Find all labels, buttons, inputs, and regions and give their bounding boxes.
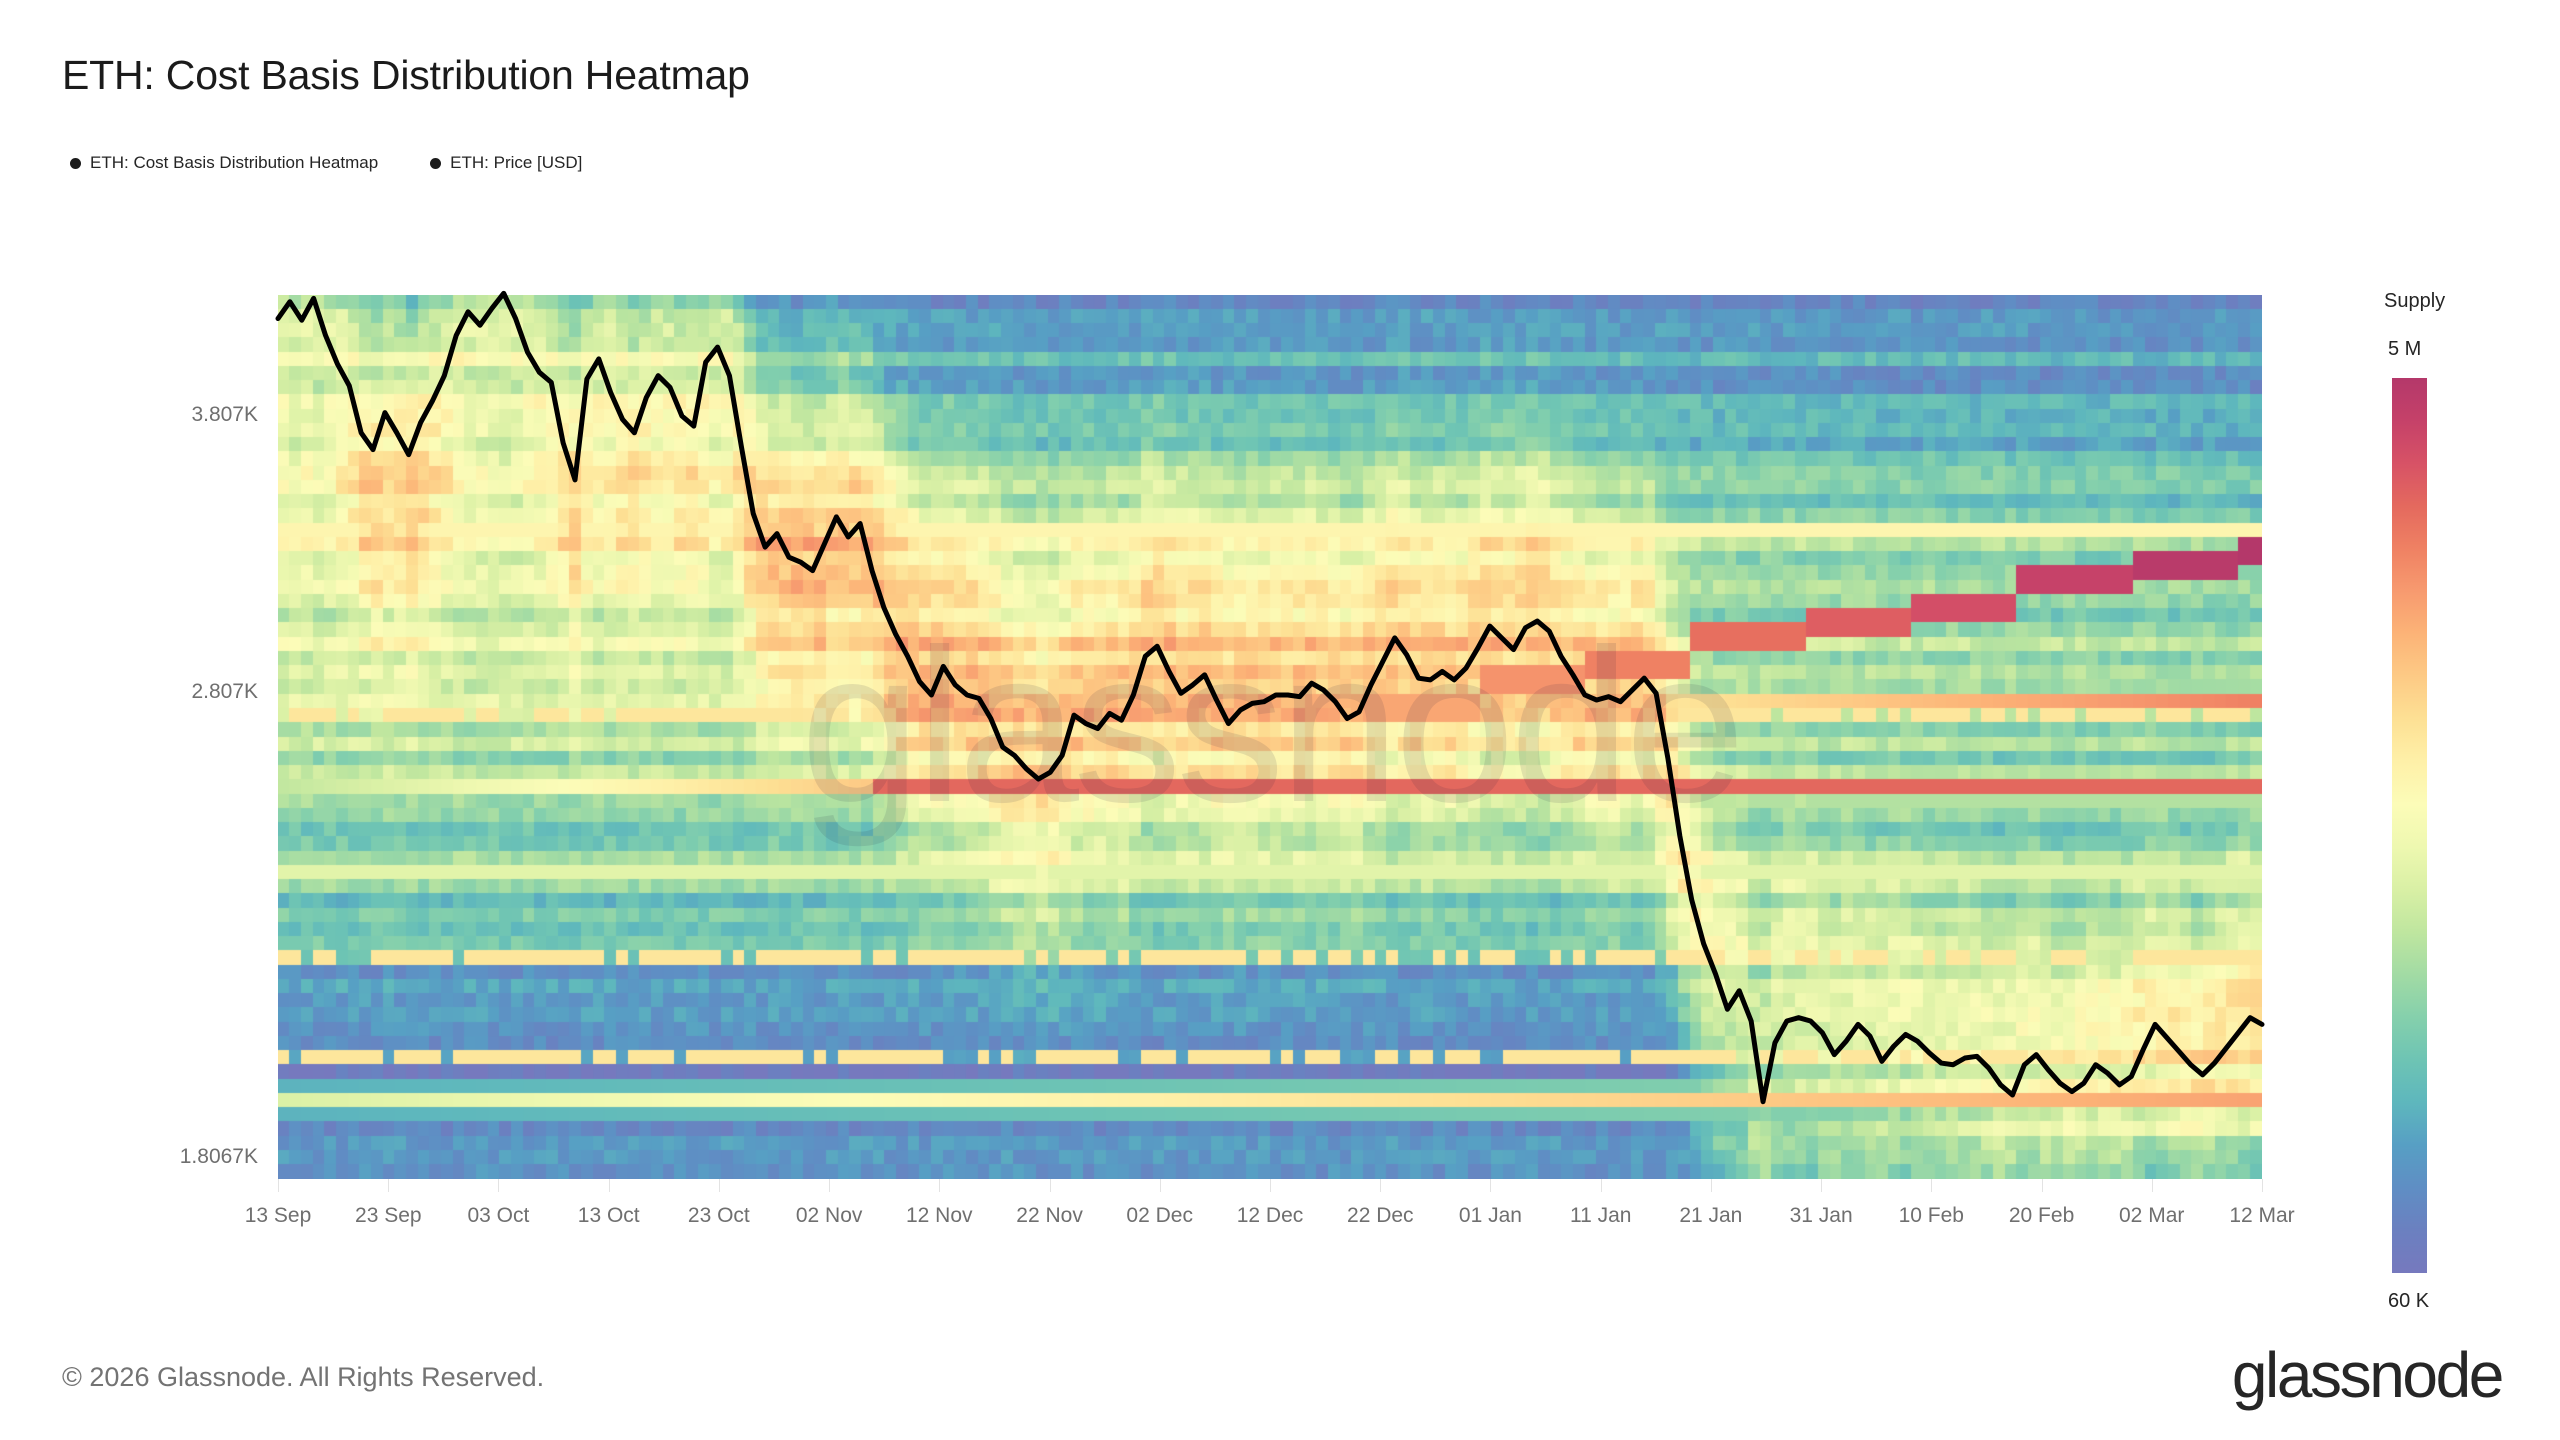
x-tick-mark xyxy=(1490,1179,1492,1192)
x-tick-label: 13 Sep xyxy=(244,1204,312,1227)
y-tick-label: 3.807K xyxy=(191,402,258,426)
circle-icon xyxy=(70,157,81,169)
x-tick-label: 10 Feb xyxy=(1898,1204,1964,1227)
x-tick-mark xyxy=(1931,1179,1933,1192)
x-tick-mark xyxy=(718,1179,720,1192)
colorbar-min-label: 60 K xyxy=(2388,1290,2430,1312)
x-tick-mark xyxy=(1600,1179,1602,1192)
legend-item-label: ETH: Cost Basis Distribution Heatmap xyxy=(90,153,379,172)
x-tick-label: 12 Nov xyxy=(905,1204,973,1227)
legend-item-label: ETH: Price [USD] xyxy=(450,153,583,172)
x-tick-label: 02 Nov xyxy=(795,1204,863,1227)
x-tick-label: 31 Jan xyxy=(1789,1204,1853,1227)
x-tick-label: 11 Jan xyxy=(1569,1204,1632,1227)
page-title: ETH: Cost Basis Distribution Heatmap xyxy=(62,52,750,98)
x-tick-label: 01 Jan xyxy=(1458,1204,1522,1227)
price-line-path xyxy=(278,293,2262,1101)
x-tick-label: 20 Feb xyxy=(2008,1204,2075,1227)
plot-area[interactable]: glassnode xyxy=(278,295,2262,1179)
x-tick-label: 02 Mar xyxy=(2119,1204,2185,1227)
x-tick-mark xyxy=(1380,1179,1382,1192)
x-tick-label: 23 Oct xyxy=(687,1204,750,1227)
footer-copyright: © 2026 Glassnode. All Rights Reserved. xyxy=(62,1362,545,1392)
x-axis: 13 Sep 23 Sep 03 Oct 13 Oct 23 Oct 02 Nov 12 N… xyxy=(245,1179,2295,1239)
x-tick-mark xyxy=(2262,1179,2263,1192)
x-tick-mark xyxy=(2041,1179,2043,1192)
x-tick-mark xyxy=(1159,1179,1161,1192)
price-line-series xyxy=(278,295,2262,1179)
x-tick-label: 02 Dec xyxy=(1126,1204,1193,1227)
x-tick-mark xyxy=(388,1179,390,1192)
heatmap-canvas xyxy=(278,295,2262,1179)
y-tick-label: 1.8067K xyxy=(179,1145,258,1169)
x-tick-mark xyxy=(498,1179,500,1192)
colorbar-max-label: 5 M xyxy=(2388,338,2422,360)
x-tick-mark xyxy=(1821,1179,1823,1192)
colorbar-title: Supply xyxy=(2384,290,2446,312)
x-tick-mark xyxy=(278,1179,279,1192)
x-tick-label: 23 Sep xyxy=(355,1204,422,1227)
x-tick-mark xyxy=(829,1179,831,1192)
chart-legend: ETH: Cost Basis Distribution Heatmap ETH… xyxy=(70,153,582,173)
colorbar-gradient xyxy=(2392,378,2427,1273)
x-tick-label: 13 Oct xyxy=(577,1204,640,1227)
x-tick-label: 22 Nov xyxy=(1016,1204,1083,1227)
x-tick-label: 21 Jan xyxy=(1679,1204,1743,1227)
brand-logo: glassnode xyxy=(2231,1339,2505,1411)
x-tick-label: 03 Oct xyxy=(467,1204,530,1227)
circle-icon xyxy=(430,157,442,169)
x-tick-mark xyxy=(939,1179,941,1192)
y-tick-label: 2.807K xyxy=(191,680,258,704)
x-tick-label: 12 Mar xyxy=(2229,1204,2295,1227)
x-tick-mark xyxy=(608,1179,610,1192)
x-tick-mark xyxy=(1710,1179,1712,1192)
x-tick-mark xyxy=(1049,1179,1051,1192)
x-tick-mark xyxy=(2151,1179,2153,1192)
x-tick-label: 12 Dec xyxy=(1236,1204,1304,1227)
x-tick-mark xyxy=(1270,1179,1271,1192)
legend-item-price[interactable]: ETH: Price [USD] xyxy=(430,153,582,173)
x-tick-label: 22 Dec xyxy=(1347,1204,1414,1227)
legend-item-heatmap[interactable]: ETH: Cost Basis Distribution Heatmap xyxy=(70,153,378,173)
